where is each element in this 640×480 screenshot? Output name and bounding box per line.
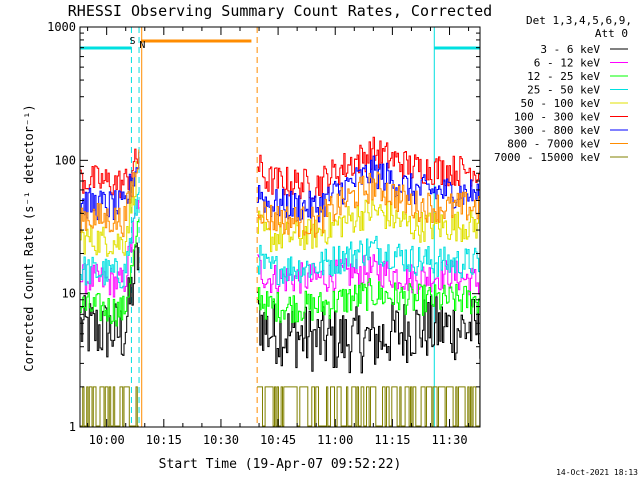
series-50-100kev <box>80 161 481 257</box>
legend-label: 100 - 300 keV <box>514 111 600 124</box>
legend-label: 300 - 800 keV <box>514 124 600 137</box>
y-tick-label: 10 <box>62 287 76 301</box>
plot-frame <box>79 26 481 428</box>
series-line <box>257 386 481 427</box>
x-tick-label: 10:30 <box>203 433 239 447</box>
x-tick-label: 11:00 <box>317 433 353 447</box>
series-800-7000kev <box>80 149 481 238</box>
series-25-50kev <box>80 192 481 289</box>
x-tick-label: 10:45 <box>260 433 296 447</box>
series-line <box>257 254 481 296</box>
series-line <box>257 291 481 374</box>
series-line <box>257 155 481 223</box>
series-line <box>80 386 139 427</box>
y-tick-label: 1000 <box>47 20 76 34</box>
legend-label: 25 - 50 keV <box>527 84 600 97</box>
series-12-25kev <box>80 219 481 327</box>
legend-attenuator-header: Att 0 <box>595 27 628 40</box>
series-line <box>257 199 481 253</box>
legend-label: 7000 - 15000 keV <box>494 151 600 164</box>
x-tick-label: 11:30 <box>431 433 467 447</box>
series-line <box>80 161 140 257</box>
x-tick-label: 10:00 <box>89 433 125 447</box>
plot-axes: 10:00 10:15 10:30 10:45 11:00 11:15 11:30 1 10 10… <box>47 20 481 447</box>
series-line <box>257 171 481 238</box>
series-line <box>257 136 481 200</box>
y-tick-label: 100 <box>54 153 76 167</box>
y-axis-label: Corrected Count Rate (s⁻¹ detector⁻¹) <box>22 104 36 371</box>
x-tick-label: 10:15 <box>146 433 182 447</box>
series-line <box>80 149 140 238</box>
legend-label: 50 - 100 keV <box>521 97 601 110</box>
series-line <box>80 192 140 289</box>
chart-title: RHESSI Observing Summary Count Rates, Co… <box>68 2 492 20</box>
flag-marker-n: N <box>139 40 145 51</box>
legend-detector-header: Det 1,3,4,5,6,9, <box>526 14 632 27</box>
series-line <box>80 219 140 327</box>
legend-label: 800 - 7000 keV <box>507 138 600 151</box>
flag-marker-s: S <box>130 36 136 47</box>
generation-timestamp: 14-Oct-2021 18:13 <box>556 468 638 477</box>
legend-label: 6 - 12 keV <box>534 57 601 70</box>
series-7000-15000kev <box>80 386 481 427</box>
x-axis-label: Start Time (19-Apr-07 09:52:22) <box>159 457 402 472</box>
series-line <box>257 278 481 323</box>
y-tick-label: 1 <box>69 420 76 434</box>
x-tick-label: 11:15 <box>374 433 410 447</box>
series-line <box>257 235 481 286</box>
legend-label: 3 - 6 keV <box>540 43 600 56</box>
legend-label: 12 - 25 keV <box>527 70 600 83</box>
